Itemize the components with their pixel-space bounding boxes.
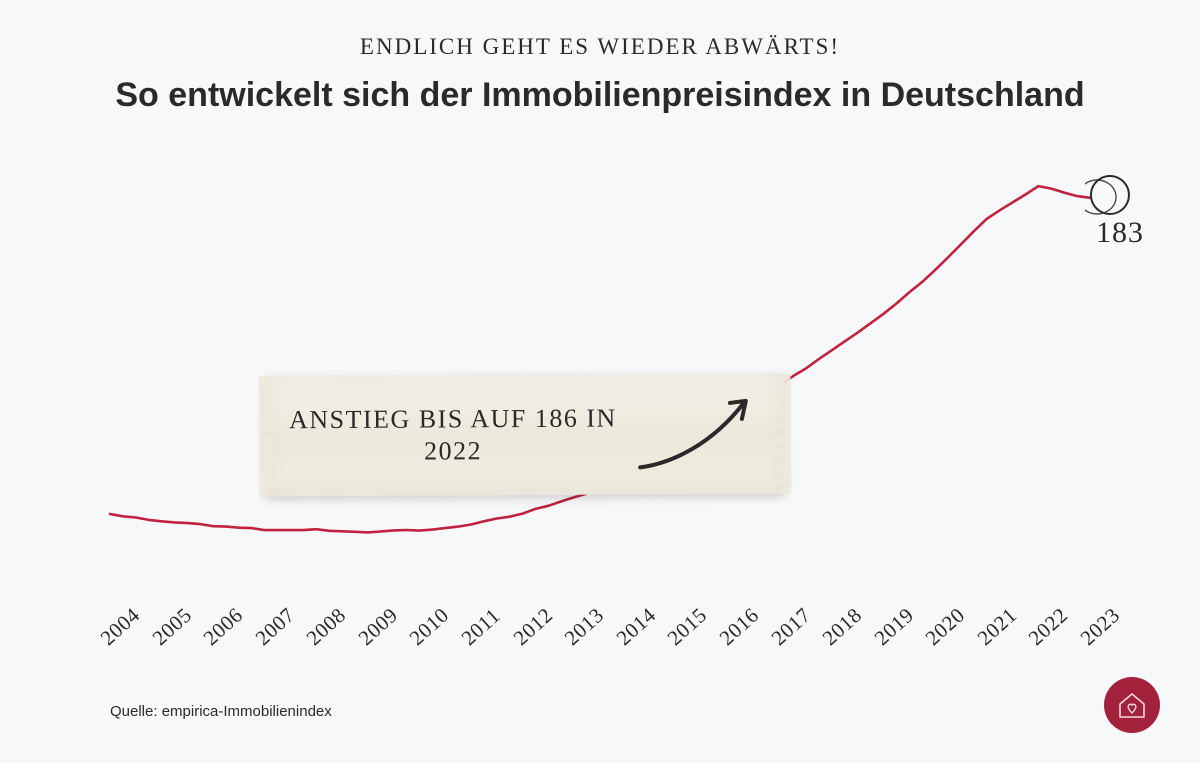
x-axis-label: 2019	[869, 603, 918, 651]
x-axis-label: 2005	[147, 603, 196, 651]
tape-annotation-text: Anstieg bis auf 186 in 2022	[288, 402, 618, 469]
tape-annotation: Anstieg bis auf 186 in 2022	[265, 374, 786, 497]
x-axis-label: 2021	[972, 603, 1021, 651]
x-axis-label: 2009	[354, 603, 403, 651]
x-axis-label: 2020	[921, 603, 970, 651]
endpoint-circle-icon	[1085, 170, 1135, 220]
x-axis-label: 2015	[663, 603, 712, 651]
chart-title: So entwickelt sich der Immobilienpreisin…	[0, 76, 1200, 115]
overline-text: Endlich geht es wieder abwärts!	[0, 34, 1200, 60]
x-axis-label: 2004	[96, 603, 145, 651]
x-axis-label: 2011	[457, 603, 506, 651]
x-axis-label: 2022	[1024, 603, 1073, 651]
x-axis-label: 2007	[250, 603, 299, 651]
x-axis-labels: 2004200520062007200820092010201120122013…	[80, 585, 1120, 675]
x-axis-label: 2017	[766, 603, 815, 651]
x-axis-label: 2023	[1076, 603, 1125, 651]
source-text: Quelle: empirica-Immobilienindex	[110, 703, 332, 720]
x-axis-label: 2010	[405, 603, 454, 651]
x-axis-label: 2006	[199, 603, 248, 651]
endpoint-value-label: 183	[1096, 216, 1144, 250]
x-axis-label: 2012	[508, 603, 557, 651]
x-axis-label: 2014	[611, 603, 660, 651]
x-axis-label: 2008	[302, 603, 351, 651]
x-axis-label: 2016	[715, 603, 764, 651]
brand-logo	[1104, 677, 1160, 733]
house-heart-icon	[1115, 688, 1149, 722]
arrow-icon	[632, 389, 762, 480]
x-axis-label: 2018	[818, 603, 867, 651]
x-axis-label: 2013	[560, 603, 609, 651]
chart-area: Anstieg bis auf 186 in 2022 183	[80, 150, 1120, 650]
